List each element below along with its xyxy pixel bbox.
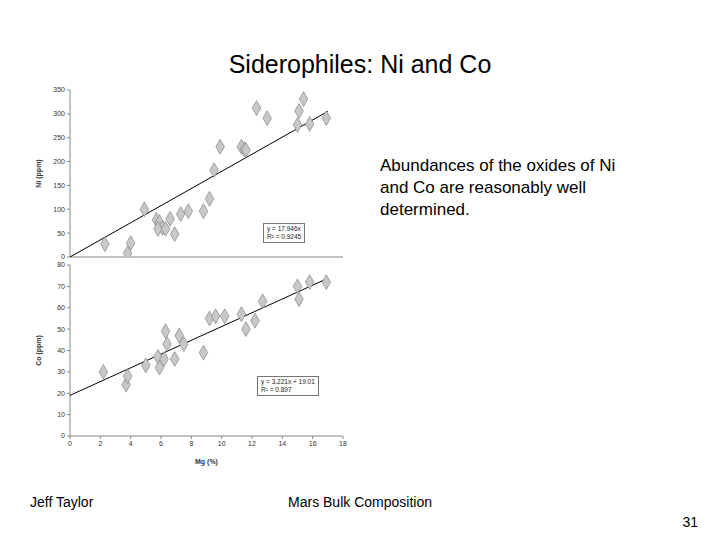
svg-text:80: 80 bbox=[57, 261, 65, 268]
html-text:R² = 0.897: R² = 0.897 bbox=[261, 386, 292, 393]
html-text:31: 31 bbox=[682, 514, 698, 530]
html-text:Abundances of the oxides of Ni: Abundances of the oxides of Ni and Co ar… bbox=[380, 156, 616, 219]
html-text:y = 17.946x: y = 17.946x bbox=[267, 225, 301, 232]
svg-text:50: 50 bbox=[57, 230, 65, 237]
html-text:Siderophiles: Ni and Co: Siderophiles: Ni and Co bbox=[228, 50, 492, 78]
svg-text:200: 200 bbox=[53, 158, 65, 165]
svg-text:12: 12 bbox=[248, 440, 256, 447]
svg-text:8: 8 bbox=[189, 440, 193, 447]
svg-text:18: 18 bbox=[339, 440, 347, 447]
html-text:Jeff Taylor: Jeff Taylor bbox=[30, 494, 94, 510]
svg-text:20: 20 bbox=[57, 390, 65, 397]
svg-text:60: 60 bbox=[57, 304, 65, 311]
svg-text:250: 250 bbox=[53, 134, 65, 141]
svg-text:10: 10 bbox=[218, 440, 226, 447]
html-text:Mars Bulk Composition: Mars Bulk Composition bbox=[288, 494, 432, 510]
svg-text:0: 0 bbox=[68, 440, 72, 447]
svg-text:16: 16 bbox=[309, 440, 317, 447]
html-text:R² = 0.9245: R² = 0.9245 bbox=[267, 233, 302, 240]
svg-text:10: 10 bbox=[57, 411, 65, 418]
svg-text:0: 0 bbox=[61, 432, 65, 439]
svg-text:50: 50 bbox=[57, 326, 65, 333]
svg-text:2: 2 bbox=[98, 440, 102, 447]
svg-text:Ni (ppm): Ni (ppm) bbox=[35, 159, 43, 187]
html-text:y = 3.221x + 19.01: y = 3.221x + 19.01 bbox=[261, 378, 315, 385]
svg-text:40: 40 bbox=[57, 347, 65, 354]
svg-text:350: 350 bbox=[53, 86, 65, 93]
svg-text:4: 4 bbox=[129, 440, 133, 447]
svg-text:Mg (%): Mg (%) bbox=[195, 458, 218, 466]
svg-text:30: 30 bbox=[57, 368, 65, 375]
svg-text:0: 0 bbox=[61, 253, 65, 260]
svg-text:70: 70 bbox=[57, 283, 65, 290]
svg-text:Co (ppm): Co (ppm) bbox=[35, 335, 43, 366]
svg-text:6: 6 bbox=[159, 440, 163, 447]
svg-text:14: 14 bbox=[278, 440, 286, 447]
svg-text:100: 100 bbox=[53, 206, 65, 213]
svg-text:150: 150 bbox=[53, 182, 65, 189]
svg-text:300: 300 bbox=[53, 110, 65, 117]
